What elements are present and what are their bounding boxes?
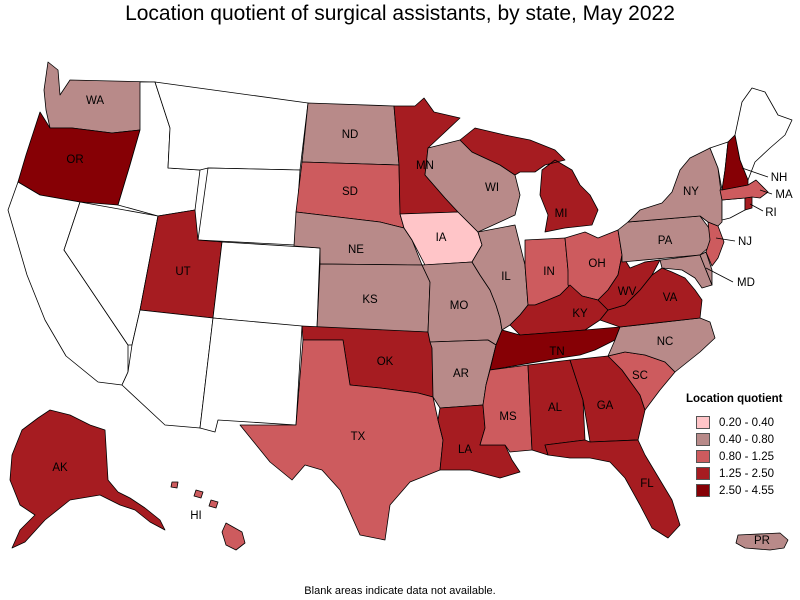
- legend-title: Location quotient: [686, 393, 783, 405]
- label-OH: OH: [588, 258, 605, 270]
- state-OR[interactable]: [17, 111, 141, 206]
- state-FL[interactable]: [544, 439, 681, 539]
- map-title: Location quotient of surgical assistants…: [125, 2, 675, 25]
- state-TN[interactable]: [489, 326, 621, 371]
- label-VA: VA: [663, 292, 678, 304]
- state-DE[interactable]: [699, 251, 713, 286]
- state-NM[interactable]: [199, 317, 303, 433]
- label-SC: SC: [632, 370, 648, 382]
- state-TX[interactable]: [239, 339, 444, 541]
- label-IN: IN: [543, 266, 555, 278]
- label-ND: ND: [342, 129, 359, 141]
- legend-label: 0.20 - 0.40: [719, 416, 774, 429]
- label-GA: GA: [597, 400, 614, 412]
- label-UT: UT: [175, 266, 190, 278]
- label-NY: NY: [683, 186, 699, 198]
- state-AK[interactable]: [9, 409, 166, 549]
- label-PA: PA: [658, 235, 673, 247]
- legend-swatch: [696, 467, 710, 480]
- legend-item: 0.40 - 0.80: [686, 431, 782, 448]
- label-MN: MN: [416, 160, 434, 172]
- label-MS: MS: [499, 411, 517, 423]
- legend-label: 2.50 - 4.55: [719, 484, 774, 497]
- label-PR: PR: [754, 535, 770, 547]
- legend-swatch: [696, 433, 710, 446]
- state-CT[interactable]: [721, 197, 746, 221]
- state-RI[interactable]: [744, 196, 753, 211]
- label-RI: RI: [765, 207, 777, 219]
- label-WA: WA: [86, 95, 104, 107]
- state-CO[interactable]: [212, 241, 321, 329]
- state-HI[interactable]: [170, 481, 246, 551]
- label-IA: IA: [436, 232, 447, 244]
- label-MD: MD: [737, 277, 755, 289]
- label-TN: TN: [549, 346, 564, 358]
- label-MA: MA: [775, 189, 793, 201]
- legend-item: 0.20 - 0.40: [686, 414, 782, 431]
- label-KS: KS: [362, 294, 378, 306]
- state-NC[interactable]: [607, 317, 716, 373]
- legend: Location quotient 0.20 - 0.40 0.40 - 0.8…: [686, 393, 782, 499]
- md-leader-line: [705, 267, 734, 283]
- label-IL: IL: [501, 271, 511, 283]
- ri-leader-line: [749, 203, 764, 212]
- footnote: Blank areas indicate data not available.: [304, 585, 496, 597]
- legend-item: 0.80 - 1.25: [686, 448, 782, 465]
- ma-leader-line: [759, 189, 773, 195]
- state-PR[interactable]: [735, 532, 789, 551]
- legend-item: 2.50 - 4.55: [686, 482, 782, 499]
- label-AK: AK: [52, 462, 68, 474]
- label-NE: NE: [348, 244, 364, 256]
- legend-swatch: [696, 416, 710, 429]
- legend-item: 1.25 - 2.50: [686, 465, 782, 482]
- label-OR: OR: [66, 154, 83, 166]
- legend-swatch: [696, 450, 710, 463]
- label-FL: FL: [640, 478, 654, 490]
- label-MO: MO: [450, 300, 469, 312]
- label-HI: HI: [190, 510, 202, 522]
- state-MI[interactable]: [459, 127, 599, 233]
- label-AR: AR: [453, 368, 469, 380]
- label-WI: WI: [485, 182, 499, 194]
- state-MA[interactable]: [719, 179, 769, 201]
- state-NY[interactable]: [627, 147, 723, 227]
- state-MS[interactable]: [479, 364, 533, 453]
- legend-swatch: [696, 484, 710, 497]
- legend-label: 0.80 - 1.25: [719, 450, 774, 463]
- label-SD: SD: [342, 186, 358, 198]
- label-NJ: NJ: [738, 236, 752, 248]
- nh-leader-line: [741, 167, 769, 178]
- label-TX: TX: [351, 431, 366, 443]
- label-NC: NC: [657, 336, 674, 348]
- label-KY: KY: [572, 308, 588, 320]
- state-labels: WA OR UT ND SD NE KS OK TX MN IA MO AR L…: [52, 95, 793, 547]
- legend-label: 1.25 - 2.50: [719, 467, 774, 480]
- state-WY[interactable]: [197, 167, 301, 246]
- label-AL: AL: [548, 402, 563, 414]
- nj-leader-line: [715, 237, 736, 242]
- state-ME[interactable]: [734, 87, 793, 181]
- state-NJ[interactable]: [705, 221, 725, 267]
- label-NH: NH: [771, 172, 788, 184]
- state-AZ[interactable]: [121, 309, 214, 429]
- legend-label: 0.40 - 0.80: [719, 433, 774, 446]
- label-LA: LA: [458, 444, 472, 456]
- label-WV: WV: [618, 286, 637, 298]
- label-MI: MI: [555, 208, 568, 220]
- state-MT[interactable]: [154, 81, 309, 171]
- label-OK: OK: [377, 356, 394, 368]
